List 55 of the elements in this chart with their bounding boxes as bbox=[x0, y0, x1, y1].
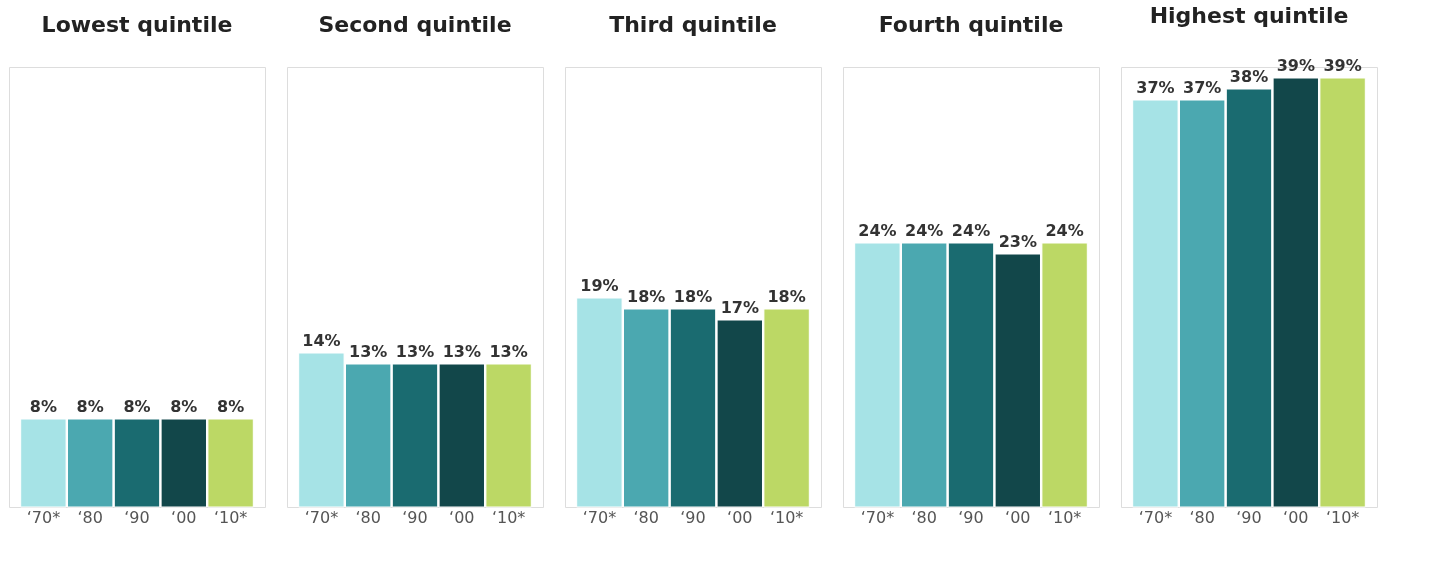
x-tick-label: ‘90 bbox=[680, 507, 706, 527]
data-label: 8% bbox=[170, 397, 198, 416]
data-label: 23% bbox=[998, 232, 1037, 251]
x-tick-label: ‘10* bbox=[1325, 507, 1360, 527]
x-tick-label: ‘70* bbox=[860, 507, 895, 527]
chart-title: Lowest quintile bbox=[41, 12, 233, 37]
chart-title: Third quintile bbox=[609, 12, 777, 37]
data-label: 17% bbox=[720, 298, 759, 317]
data-label: 24% bbox=[905, 221, 944, 240]
x-tick-label: ‘80 bbox=[911, 507, 937, 527]
x-tick-label: ‘70* bbox=[1138, 507, 1173, 527]
x-tick-label: ‘90 bbox=[402, 507, 428, 527]
x-tick-label: ‘70* bbox=[304, 507, 339, 527]
data-label: 39% bbox=[1323, 56, 1362, 75]
data-label: 13% bbox=[395, 342, 435, 361]
data-label: 13% bbox=[442, 342, 481, 361]
data-label: 24% bbox=[1045, 221, 1084, 240]
x-tick-label: ‘80 bbox=[355, 507, 381, 527]
data-label: 24% bbox=[858, 221, 897, 240]
data-label: 8% bbox=[76, 397, 104, 416]
x-tick-label: ‘00 bbox=[727, 507, 753, 527]
chart-title: Second quintile bbox=[318, 12, 512, 37]
data-label: 8% bbox=[123, 397, 151, 416]
data-label: 24% bbox=[951, 221, 991, 240]
x-tick-label: ‘10* bbox=[769, 507, 804, 527]
data-label: 18% bbox=[767, 287, 806, 306]
x-tick-label: ‘80 bbox=[1189, 507, 1215, 527]
x-tick-label: ‘00 bbox=[171, 507, 197, 527]
x-tick-label: ‘10* bbox=[213, 507, 248, 527]
x-tick-label: ‘70* bbox=[26, 507, 61, 527]
x-tick-label: ‘90 bbox=[124, 507, 150, 527]
x-tick-label: ‘00 bbox=[449, 507, 475, 527]
x-tick-label: ‘80 bbox=[77, 507, 103, 527]
x-tick-label: ‘00 bbox=[1005, 507, 1031, 527]
data-label: 8% bbox=[29, 397, 57, 416]
x-tick-label: ‘00 bbox=[1283, 507, 1309, 527]
x-tick-label: ‘10* bbox=[1047, 507, 1082, 527]
data-label: 37% bbox=[1183, 78, 1222, 97]
data-label: 19% bbox=[580, 276, 619, 295]
data-label: 18% bbox=[673, 287, 713, 306]
data-label: 13% bbox=[349, 342, 388, 361]
x-tick-label: ‘80 bbox=[633, 507, 659, 527]
chart-title: Fourth quintile bbox=[878, 12, 1064, 37]
data-label: 39% bbox=[1276, 56, 1315, 75]
data-label: 8% bbox=[217, 397, 245, 416]
data-label: 18% bbox=[627, 287, 666, 306]
x-tick-label: ‘90 bbox=[1236, 507, 1262, 527]
data-label: 14% bbox=[302, 331, 341, 350]
chart-title: Highest quintile bbox=[1149, 3, 1349, 28]
x-tick-label: ‘70* bbox=[582, 507, 617, 527]
x-tick-label: ‘90 bbox=[958, 507, 984, 527]
data-label: 38% bbox=[1229, 67, 1269, 86]
x-tick-label: ‘10* bbox=[491, 507, 526, 527]
data-label: 13% bbox=[489, 342, 528, 361]
data-label: 37% bbox=[1136, 78, 1175, 97]
